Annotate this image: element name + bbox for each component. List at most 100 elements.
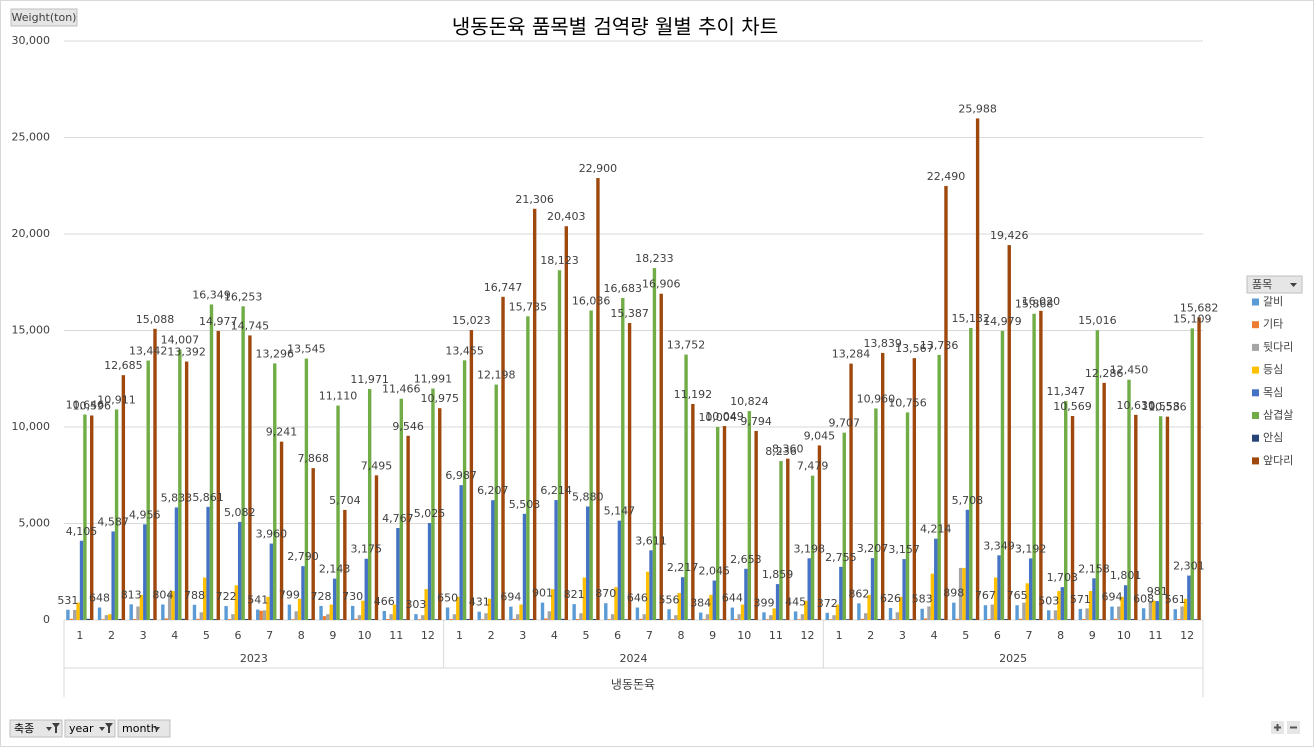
data-label: 583 xyxy=(912,593,933,606)
bar xyxy=(987,619,991,620)
legend-title-button[interactable] xyxy=(1246,275,1303,294)
bar xyxy=(336,405,340,620)
bar xyxy=(1082,619,1086,620)
filter-button[interactable] xyxy=(9,719,63,738)
bar xyxy=(480,619,485,620)
bar xyxy=(459,485,463,620)
data-label: 3,198 xyxy=(793,542,825,555)
bar xyxy=(927,606,931,620)
bar xyxy=(817,445,822,620)
data-label: 3,192 xyxy=(1015,542,1047,555)
bar xyxy=(234,585,239,620)
x-tick-label: 2 xyxy=(108,629,115,642)
data-label: 3,157 xyxy=(888,543,920,556)
data-label: 799 xyxy=(279,589,300,602)
bar xyxy=(677,592,681,620)
bar xyxy=(192,604,197,620)
data-label: 15,735 xyxy=(509,300,548,313)
bar xyxy=(111,531,115,620)
data-label: 10,960 xyxy=(857,392,896,405)
bar xyxy=(424,589,428,620)
bar xyxy=(709,594,713,620)
data-label: 2,143 xyxy=(319,563,351,576)
data-label: 16,020 xyxy=(1022,295,1061,308)
bar xyxy=(339,619,344,620)
filter-button[interactable] xyxy=(117,719,171,738)
bar xyxy=(849,363,853,620)
legend-label: 삼겹살 xyxy=(1263,409,1293,422)
data-label: 646 xyxy=(627,592,648,605)
data-label: 556 xyxy=(659,593,680,606)
bar xyxy=(557,270,562,620)
bar xyxy=(972,618,976,620)
bar xyxy=(687,619,692,620)
bar xyxy=(291,619,295,620)
bar xyxy=(835,604,840,620)
data-label: 13,296 xyxy=(256,347,295,360)
bar xyxy=(1152,600,1156,620)
data-label: 431 xyxy=(469,596,490,609)
year-label: 2023 xyxy=(240,652,268,665)
x-tick-label: 12 xyxy=(1180,629,1194,642)
data-label: 10,558 xyxy=(1141,400,1180,413)
bar xyxy=(311,468,315,620)
bar xyxy=(734,619,738,620)
dropdown-arrow xyxy=(46,727,52,731)
bar xyxy=(1120,596,1124,620)
x-tick-label: 1 xyxy=(836,629,843,642)
legend-swatch xyxy=(1252,389,1259,397)
data-label: 15,132 xyxy=(952,312,991,325)
bar xyxy=(104,615,109,620)
bar xyxy=(737,614,741,620)
bar xyxy=(1197,317,1201,620)
data-label: 16,906 xyxy=(642,278,681,291)
data-label: 15,109 xyxy=(1173,312,1212,325)
bar xyxy=(895,612,900,620)
legend-title: 품목 xyxy=(1252,278,1272,291)
bar xyxy=(73,609,77,620)
bar xyxy=(1032,313,1036,620)
bar xyxy=(1095,330,1100,620)
bar xyxy=(1148,600,1153,620)
data-label: 5,082 xyxy=(224,506,256,519)
bar xyxy=(814,619,818,620)
bar xyxy=(1099,619,1103,620)
data-label: 466 xyxy=(374,595,395,608)
bar xyxy=(952,602,956,620)
bar xyxy=(607,619,611,620)
data-label: 3,349 xyxy=(983,539,1015,552)
zoom-controls xyxy=(1271,721,1300,734)
legend-swatch xyxy=(1252,457,1259,465)
bar xyxy=(990,604,994,620)
data-label: 25,988 xyxy=(958,102,997,115)
bar xyxy=(1070,416,1075,620)
bar xyxy=(652,268,657,620)
y-axis-title-box[interactable] xyxy=(10,8,78,27)
bar xyxy=(674,615,678,620)
data-label: 11,466 xyxy=(382,383,421,396)
y-tick-label: 20,000 xyxy=(12,227,51,240)
bar xyxy=(804,600,808,620)
bar xyxy=(627,323,632,620)
bar xyxy=(810,475,815,620)
bar xyxy=(680,577,685,620)
data-label: 8,236 xyxy=(765,445,797,458)
bar xyxy=(364,558,368,620)
data-label: 16,253 xyxy=(224,290,263,303)
filter-button[interactable] xyxy=(64,719,116,738)
bar xyxy=(845,619,850,620)
bar xyxy=(1187,575,1191,620)
bar xyxy=(645,571,650,620)
data-label: 6,214 xyxy=(540,484,572,497)
bar xyxy=(392,604,397,620)
legend-label: 앞다리 xyxy=(1263,454,1293,467)
data-label: 813 xyxy=(121,588,142,601)
bar xyxy=(782,619,787,620)
data-label: 4,767 xyxy=(382,512,414,525)
data-label: 10,004 xyxy=(698,411,737,424)
data-label: 12,286 xyxy=(1085,367,1124,380)
data-label: 503 xyxy=(1038,594,1059,607)
bar xyxy=(656,619,660,620)
bar xyxy=(1092,578,1096,620)
bar xyxy=(955,618,959,620)
